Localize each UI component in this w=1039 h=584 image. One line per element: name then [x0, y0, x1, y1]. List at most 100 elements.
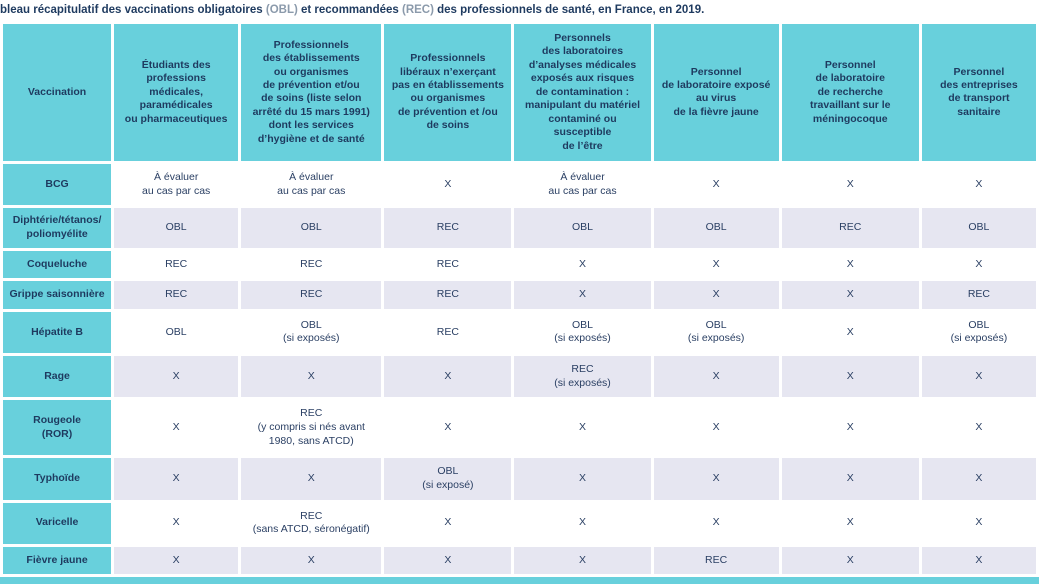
table-cell: X — [114, 458, 239, 500]
column-header: Étudiants des professions médicales, par… — [114, 24, 239, 161]
table-cell: X — [384, 356, 512, 398]
table-cell: REC — [781, 208, 919, 248]
table-cell: À évaluer au cas par cas — [514, 163, 651, 206]
table-cell: X — [514, 250, 651, 279]
header-row: Vaccination Étudiants des professions méd… — [3, 24, 1036, 161]
table-cell: OBL — [653, 208, 779, 248]
row-label: Grippe saisonnière — [3, 281, 112, 309]
table-cell: OBL (si exposé) — [384, 458, 512, 500]
table-cell: X — [653, 281, 779, 309]
row-label: BCG — [3, 163, 112, 206]
bottom-teal-strip — [0, 577, 1039, 584]
header-vaccination: Vaccination — [3, 24, 112, 161]
table-cell: OBL (si exposés) — [921, 311, 1036, 354]
table-row: Diphtérie/tétanos/ poliomyélite OBL OBL REC… — [3, 208, 1036, 248]
row-label: Typhoïde — [3, 458, 112, 500]
table-cell: X — [781, 546, 919, 575]
table-cell: X — [241, 458, 382, 500]
table-cell: REC — [241, 250, 382, 279]
table-cell: REC — [114, 281, 239, 309]
table-row: Coqueluche REC REC REC X X X X — [3, 250, 1036, 279]
column-header: Personnel des entreprises de transport s… — [921, 24, 1036, 161]
title-segment: et recommandées — [297, 4, 402, 16]
table-cell: X — [514, 281, 651, 309]
table-cell: X — [781, 502, 919, 544]
table-cell: OBL — [114, 208, 239, 248]
table-cell: REC — [384, 250, 512, 279]
table-cell: OBL — [921, 208, 1036, 248]
table-cell: X — [921, 356, 1036, 398]
column-header: Professionnels libéraux n’exerçant pas e… — [384, 24, 512, 161]
table-cell: REC — [241, 281, 382, 309]
table-cell: X — [384, 502, 512, 544]
table-cell: OBL (si exposés) — [514, 311, 651, 354]
table-cell: X — [384, 163, 512, 206]
table-row: Rage X X X REC (si exposés) X X X — [3, 356, 1036, 398]
table-cell: X — [653, 356, 779, 398]
table-cell: OBL (si exposés) — [653, 311, 779, 354]
table-cell: REC — [384, 281, 512, 309]
table-cell: X — [921, 546, 1036, 575]
table-cell: X — [653, 250, 779, 279]
title-segment: des professionnels de santé, en France, … — [433, 4, 705, 16]
table-row: Hépatite B OBL OBL (si exposés) REC OBL (si … — [3, 311, 1036, 354]
table-cell: X — [781, 250, 919, 279]
table-cell: X — [653, 502, 779, 544]
table-row: Grippe saisonnière REC REC REC X X X REC — [3, 281, 1036, 309]
table-cell: OBL — [241, 208, 382, 248]
table-cell: X — [781, 163, 919, 206]
table-cell: X — [384, 400, 512, 456]
row-label: Diphtérie/tétanos/ poliomyélite — [3, 208, 112, 248]
obl-tag: (OBL) — [265, 4, 298, 16]
table-cell: X — [514, 546, 651, 575]
table-cell: X — [653, 458, 779, 500]
table-cell: X — [114, 502, 239, 544]
table-cell: REC (sans ATCD, séronégatif) — [241, 502, 382, 544]
page-title: bleau récapitulatif des vaccinations obl… — [0, 0, 1039, 21]
table-cell: X — [114, 546, 239, 575]
rec-tag: (REC) — [401, 4, 434, 16]
row-label: Fièvre jaune — [3, 546, 112, 575]
row-label: Varicelle — [3, 502, 112, 544]
row-label: Rougeole (ROR) — [3, 400, 112, 456]
table-cell: X — [921, 400, 1036, 456]
table-cell: REC — [921, 281, 1036, 309]
table-cell: REC (y compris si nés avant 1980, sans A… — [241, 400, 382, 456]
column-header: Personnel de laboratoire de recherche tr… — [781, 24, 919, 161]
table-cell: REC — [114, 250, 239, 279]
table-cell: OBL — [114, 311, 239, 354]
vaccination-table: Vaccination Étudiants des professions méd… — [0, 21, 1039, 584]
table-cell: OBL (si exposés) — [241, 311, 382, 354]
table-cell: X — [114, 356, 239, 398]
table-row: Fièvre jaune X X X X REC X X — [3, 546, 1036, 575]
table-cell: X — [514, 502, 651, 544]
table-cell: OBL — [514, 208, 651, 248]
table-cell: X — [514, 400, 651, 456]
table-cell: X — [921, 458, 1036, 500]
title-segment: bleau récapitulatif des vaccinations obl… — [0, 4, 266, 16]
table-cell: X — [241, 546, 382, 575]
table-cell: REC — [384, 208, 512, 248]
table-row: Varicelle X REC (sans ATCD, séronégatif) X X… — [3, 502, 1036, 544]
table-cell: X — [781, 281, 919, 309]
row-label: Hépatite B — [3, 311, 112, 354]
row-label: Rage — [3, 356, 112, 398]
column-header: Personnel de laboratoire exposé au virus… — [653, 24, 779, 161]
table-head: Vaccination Étudiants des professions méd… — [3, 24, 1036, 161]
table-body: BCG À évaluer au cas par cas À évaluer au … — [3, 163, 1036, 584]
table-cell: X — [921, 250, 1036, 279]
table-cell: REC — [653, 546, 779, 575]
column-header: Professionnels des établissements ou org… — [241, 24, 382, 161]
table-cell: X — [241, 356, 382, 398]
table-cell: X — [781, 458, 919, 500]
table-cell: À évaluer au cas par cas — [241, 163, 382, 206]
table-cell: X — [921, 502, 1036, 544]
table-row: Rougeole (ROR) X REC (y compris si nés ava… — [3, 400, 1036, 456]
table-cell: X — [384, 546, 512, 575]
table-cell: X — [921, 163, 1036, 206]
table-row: Typhoïde X X OBL (si exposé) X X X X — [3, 458, 1036, 500]
table-cell: X — [781, 400, 919, 456]
table-cell: X — [653, 400, 779, 456]
table-cell: X — [514, 458, 651, 500]
